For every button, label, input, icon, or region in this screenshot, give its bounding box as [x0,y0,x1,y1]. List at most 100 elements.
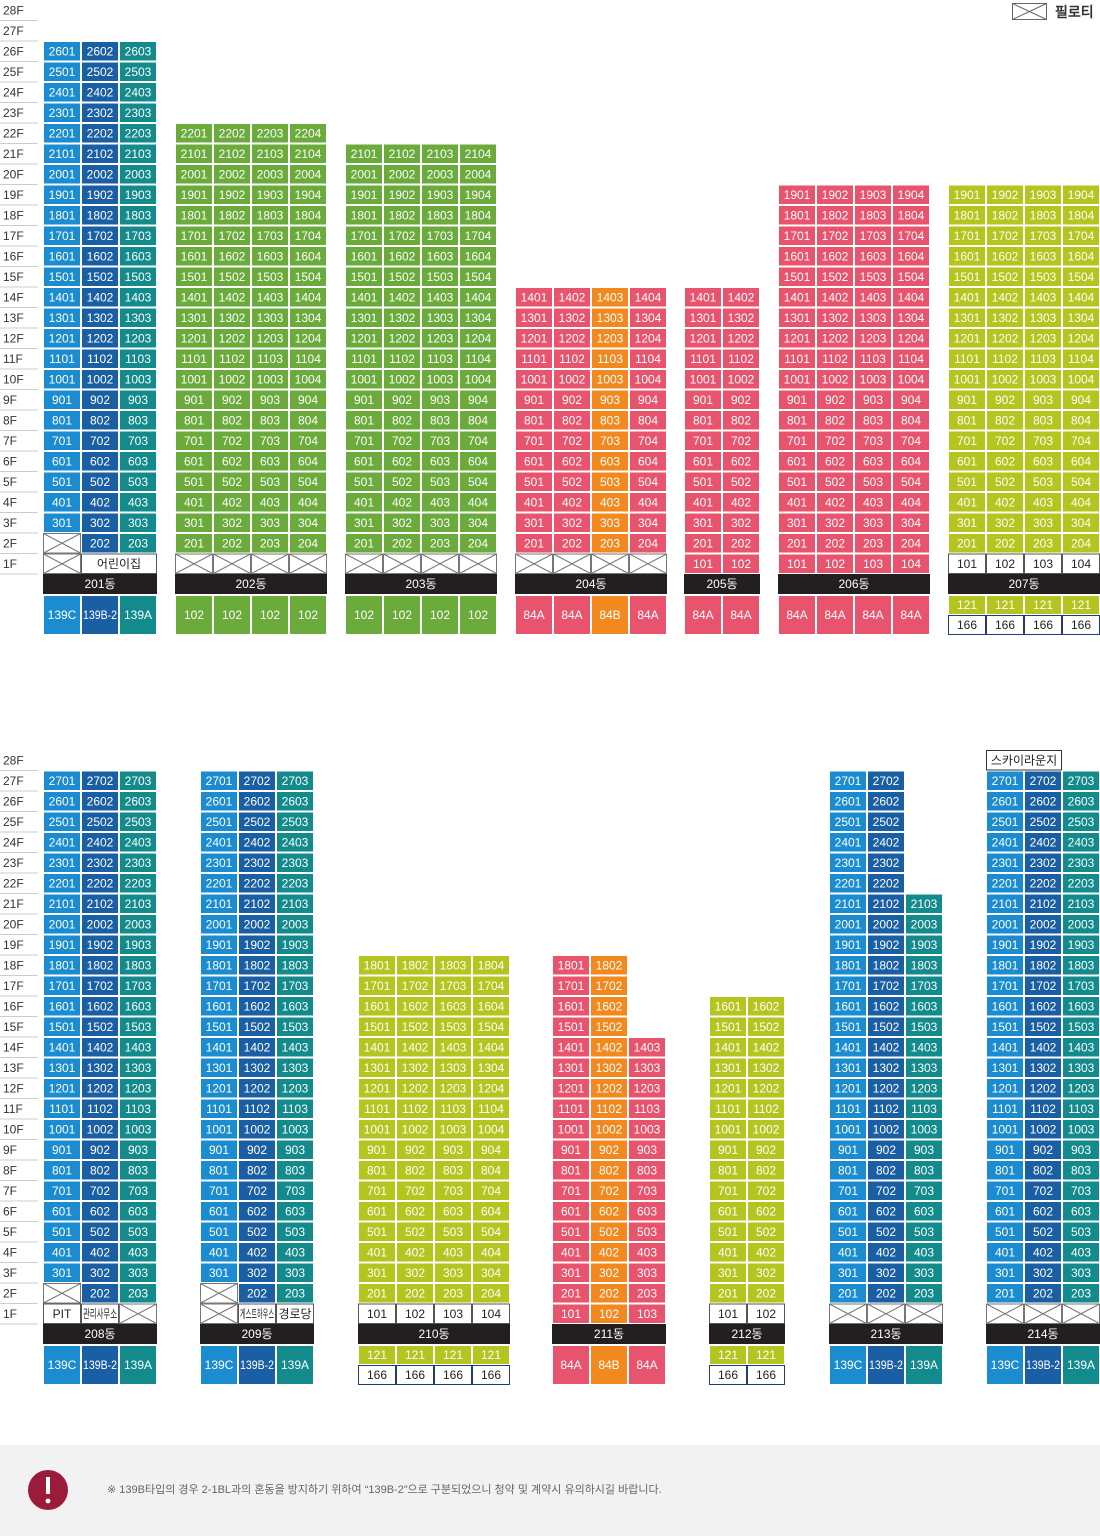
unit [251,492,289,513]
unit-label: 2101 [835,897,862,911]
unit-label: 603 [128,1204,148,1218]
unit-label: 202 [876,1286,896,1300]
ground-unit [854,553,892,574]
unit-label: 1102 [244,1102,270,1116]
unit-label: 2101 [206,897,233,911]
unit-label: 2104 [465,147,492,161]
floor-label: 5F [3,475,17,489]
unit [421,492,459,513]
unit-label: 1001 [521,372,548,386]
floor-label: 14F [3,290,24,304]
unit-label: 604 [638,454,658,468]
unit-label: 1604 [465,249,492,263]
unit [213,143,251,164]
unit-label: 202 [1033,1286,1053,1300]
unit-label: 1301 [206,1061,233,1075]
unit-label: 302 [1033,1266,1053,1280]
building-name-bar [515,574,667,594]
unit-label: 203 [260,536,280,550]
unit-label: 1602 [389,249,416,263]
unit [289,430,327,451]
unit-label: 2002 [87,917,114,931]
unit-label: 503 [1071,1225,1091,1239]
unit-label: 303 [443,1266,463,1280]
unit [289,533,327,554]
unit [119,102,157,123]
unit [251,184,289,205]
unit-label: 704 [901,434,921,448]
unit-label: 802 [876,1163,896,1177]
unit-label: 302 [731,516,751,530]
unit-label: 603 [128,454,148,468]
unit [854,451,892,472]
unit [459,328,497,349]
unit-label: 2402 [244,835,271,849]
unit-label: 303 [600,516,620,530]
unit-label: 1801 [992,958,1019,972]
unit-label: 1501 [992,1020,1019,1034]
unit [948,471,986,492]
unit-label: 1101 [715,1102,741,1116]
unit-label: 2301 [49,106,76,120]
unit-label: 903 [1071,1143,1091,1157]
building-name: 211동 [594,1327,624,1341]
unit-label: 1603 [427,249,454,263]
unit [213,123,251,144]
unit-type-label: 84A [730,608,751,622]
unit-label: 1703 [282,979,309,993]
unit-label: 703 [637,1184,657,1198]
unit [591,307,629,328]
unit-label: 401 [787,495,807,509]
unit-label: 1803 [427,208,454,222]
unit-label: 1104 [635,352,661,366]
unit-label: 1602 [87,249,114,263]
unit [251,287,289,308]
unit [816,328,854,349]
unit-label: 501 [718,1225,738,1239]
unit-label: 502 [247,1225,267,1239]
unit-label: 302 [756,1266,776,1280]
ground-unit [948,553,986,574]
building-name-bar [948,574,1100,594]
unit-label: 1203 [634,1081,661,1095]
unit [459,492,497,513]
unit [43,873,81,894]
unit-label: 2003 [911,917,938,931]
floor-label: 16F [3,999,24,1013]
unit-label: 401 [718,1245,738,1259]
unit-label: 2002 [244,917,271,931]
unit [119,246,157,267]
unit-label: 2702 [87,774,114,788]
unit-label: 503 [443,1225,463,1239]
floor-label: 16F [3,249,24,263]
unit-type-label: 102 [430,608,450,622]
unit-label: 604 [901,454,921,468]
unit-label: 2102 [219,147,246,161]
unit-label: 302 [995,516,1015,530]
unit-label: 1701 [49,979,76,993]
unit-label: 2003 [282,917,309,931]
unit-label: 802 [392,413,412,427]
unit [289,451,327,472]
unit-label: 1601 [835,999,862,1013]
unit [986,348,1024,369]
unit [289,369,327,390]
unit-label: 1203 [440,1081,467,1095]
unit [43,1180,81,1201]
unit [854,533,892,554]
unit-label: 1002 [1030,1122,1057,1136]
unit [854,205,892,226]
unit-label: 503 [600,475,620,489]
unit-label: 602 [1033,1204,1053,1218]
unit-label: 303 [1071,1266,1091,1280]
unit-label: 1403 [282,1040,309,1054]
unit [251,205,289,226]
unit [213,246,251,267]
unit [948,451,986,472]
unit-type [948,595,986,615]
unit [986,430,1024,451]
unit-label: 1502 [753,1020,780,1034]
unit-label: 902 [405,1143,425,1157]
unit-type-label: 121 [481,1348,501,1362]
ground-unit-label: 102 [731,557,751,571]
